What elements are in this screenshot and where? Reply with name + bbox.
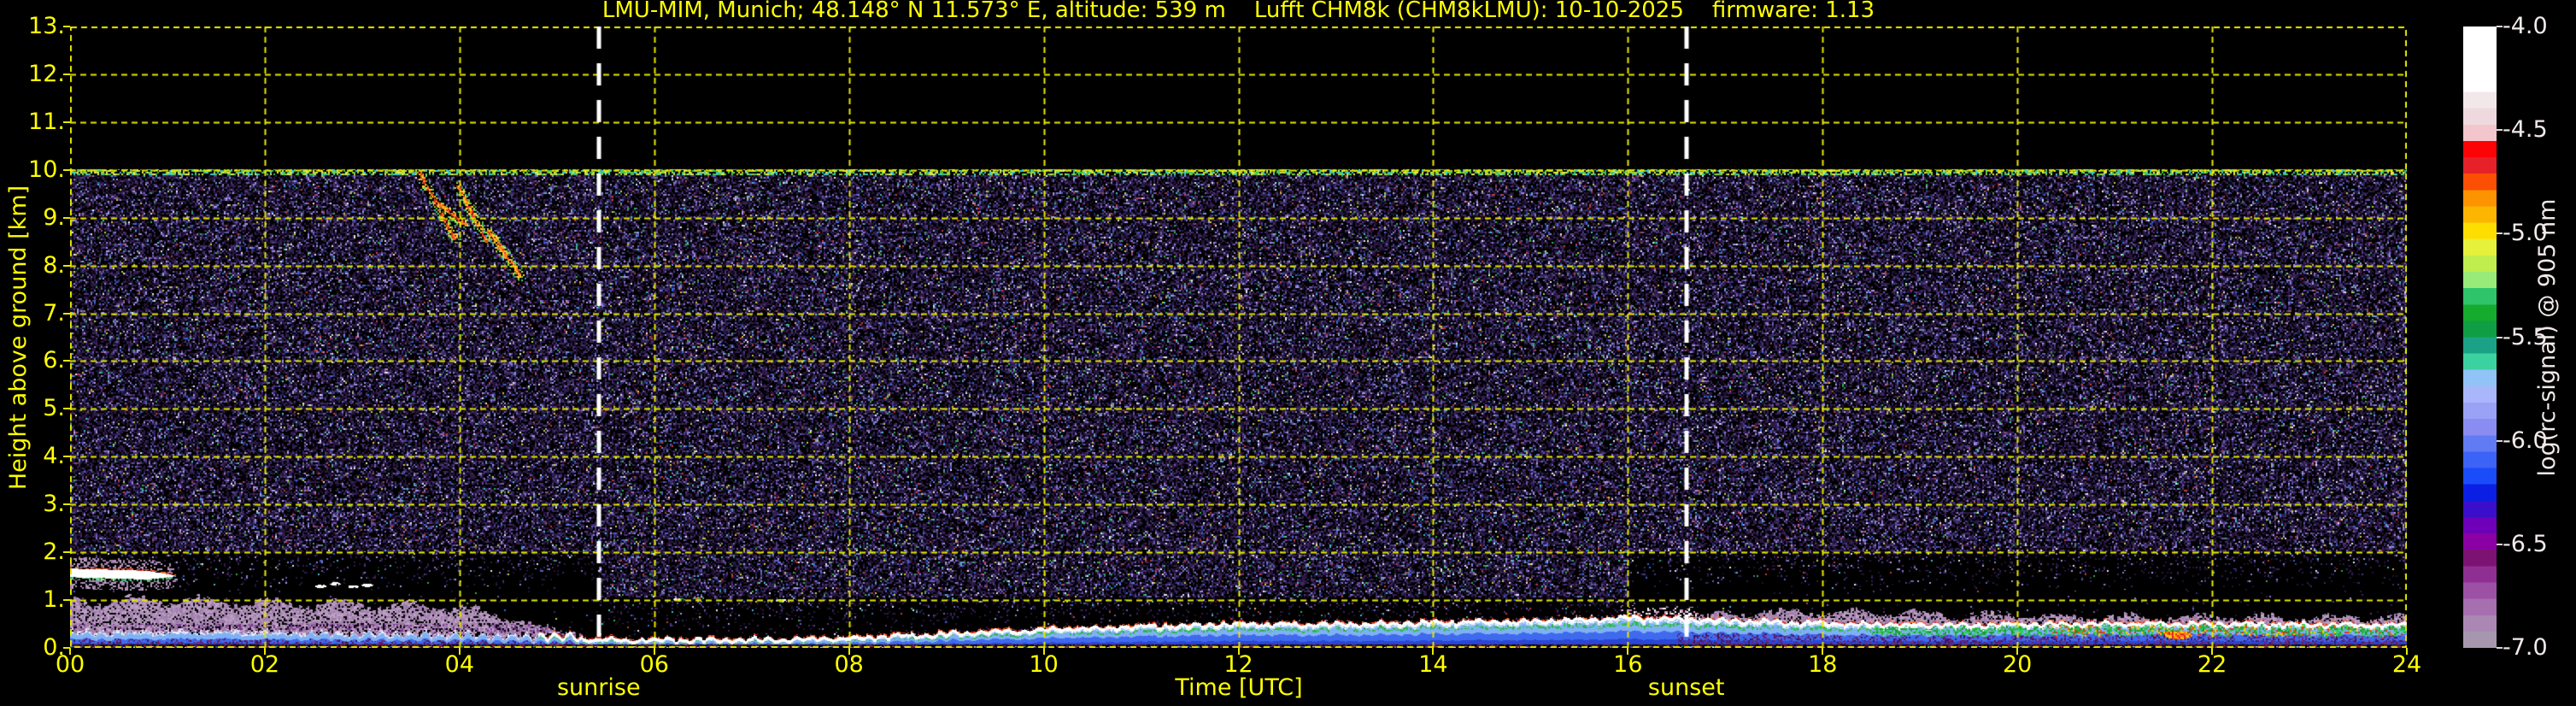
y-tick-mark [63,264,70,267]
backscatter-heatmap-canvas [70,26,2407,648]
figure-title: LMU-MIM, Munich; 48.148° N 11.573° E, al… [601,0,1875,23]
colorbar-tick-mark [2497,232,2503,235]
x-tick-mark [2406,648,2408,655]
y-tick-mark [63,551,70,554]
y-tick-label: 2. [43,538,65,566]
y-tick-label: 8. [43,251,65,279]
y-tick-label: 1. [43,586,65,614]
y-tick-label: 7. [43,299,65,327]
colorbar-tick-label: -4.0 [2503,13,2548,39]
colorbar-tick-label: -4.5 [2503,116,2548,144]
y-tick-label: 11. [28,108,65,135]
x-tick-mark [1237,648,1240,655]
x-tick-label: 24 [2391,651,2422,678]
y-tick-label: 0. [43,634,65,661]
x-tick-mark [1822,648,1824,655]
x-tick-label: 20 [2002,651,2033,678]
x-tick-mark [2016,648,2019,655]
colorbar-tick-label: -6.0 [2503,427,2548,454]
y-tick-mark [63,503,70,506]
x-tick-label: 00 [55,651,85,678]
colorbar-tick-mark [2497,129,2503,132]
y-tick-label: 9. [43,203,65,231]
colorbar-tick-label: -5.5 [2503,323,2548,350]
x-tick-mark [458,648,461,655]
colorbar-tick-mark [2497,647,2503,649]
y-tick-mark [63,121,70,123]
y-tick-mark [63,26,70,27]
x-tick-mark [1432,648,1435,655]
x-tick-mark [2211,648,2214,655]
colorbar-tick-label: -7.0 [2503,634,2548,661]
y-tick-label: 12. [28,60,65,87]
x-tick-label: 02 [249,651,280,678]
y-tick-mark [63,312,70,315]
x-tick-label: 08 [834,651,864,678]
colorbar-tick-label: -6.5 [2503,530,2548,557]
y-tick-label: 5. [43,395,65,422]
colorbar-tick-mark [2497,543,2503,545]
y-tick-label: 4. [43,443,65,470]
colorbar-tick-label: -5.0 [2503,220,2548,247]
x-tick-mark [1627,648,1629,655]
y-tick-mark [63,599,70,602]
x-tick-label: 16 [1613,651,1643,678]
y-tick-mark [63,360,70,362]
y-tick-label: 10. [28,156,65,183]
x-tick-mark [848,648,850,655]
x-tick-label: 04 [444,651,474,678]
x-tick-label: 18 [1808,651,1838,678]
y-tick-label: 6. [43,347,65,374]
x-tick-mark [69,648,71,655]
x-tick-label: 14 [1418,651,1448,678]
y-tick-mark [63,647,70,649]
x-tick-label: 22 [2197,651,2227,678]
colorbar-tick-mark [2497,336,2503,338]
y-tick-mark [63,73,70,75]
y-tick-label: 3. [43,491,65,518]
y-axis-label: Height above ground [km] [5,185,32,491]
colorbar-tick-mark [2497,26,2503,27]
x-axis-label: Time [UTC] [1175,674,1303,701]
y-tick-mark [63,408,70,410]
colorbar [2463,26,2497,648]
sunrise-label: sunrise [556,674,641,701]
sunset-label: sunset [1647,674,1725,701]
x-tick-label: 12 [1223,651,1253,678]
y-tick-mark [63,168,70,171]
x-tick-mark [1042,648,1045,655]
x-tick-mark [263,648,266,655]
colorbar-tick-mark [2497,439,2503,442]
y-tick-mark [63,216,70,219]
y-tick-mark [63,456,70,458]
x-tick-label: 06 [639,651,669,678]
x-tick-label: 10 [1029,651,1059,678]
y-tick-label: 13. [28,13,65,39]
x-tick-mark [653,648,655,655]
